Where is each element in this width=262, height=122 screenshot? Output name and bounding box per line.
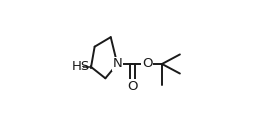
Text: HS: HS xyxy=(72,61,90,73)
Text: N: N xyxy=(112,57,122,71)
Text: O: O xyxy=(142,57,152,71)
Text: O: O xyxy=(127,80,138,92)
